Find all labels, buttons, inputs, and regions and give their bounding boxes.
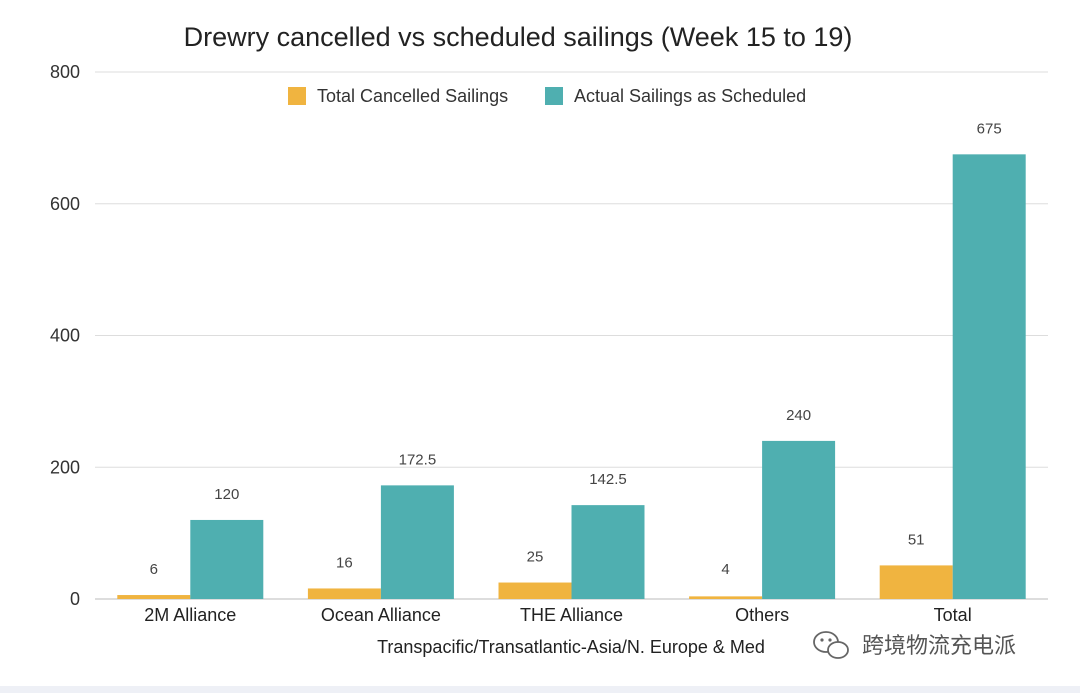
data-label: 16 <box>336 554 353 571</box>
category-label: Total <box>934 605 972 625</box>
bar-scheduled <box>952 154 1026 599</box>
wechat-icon <box>813 631 849 659</box>
watermark-text: 跨境物流充电派 <box>862 634 1016 659</box>
data-label: 25 <box>527 549 544 566</box>
bar-scheduled <box>380 485 454 599</box>
data-label: 4 <box>721 561 729 578</box>
y-tick-label: 200 <box>50 457 80 477</box>
x-axis-label: Transpacific/Transatlantic-Asia/N. Europ… <box>377 637 765 657</box>
bottom-strip <box>0 686 1080 693</box>
bar-cancelled <box>307 588 381 599</box>
bar-scheduled <box>190 519 264 599</box>
data-label: 172.5 <box>399 451 437 468</box>
chart-title: Drewry cancelled vs scheduled sailings (… <box>184 22 853 52</box>
legend-swatch <box>288 87 306 105</box>
bar-cancelled <box>879 565 953 599</box>
category-label: 2M Alliance <box>144 605 236 625</box>
legend-label: Total Cancelled Sailings <box>317 86 508 106</box>
data-label: 51 <box>908 531 925 548</box>
watermark: 跨境物流充电派 <box>813 631 1016 659</box>
category-label: THE Alliance <box>520 605 623 625</box>
legend: Total Cancelled Sailings Actual Sailings … <box>288 86 806 106</box>
y-tick-label: 600 <box>50 194 80 214</box>
category-label: Ocean Alliance <box>321 605 441 625</box>
legend-label: Actual Sailings as Scheduled <box>574 86 806 106</box>
bar-scheduled <box>571 505 645 599</box>
data-label: 120 <box>214 486 239 503</box>
y-tick-label: 0 <box>70 589 80 609</box>
bar-cancelled <box>689 596 763 599</box>
category-label: Others <box>735 605 789 625</box>
bars <box>117 154 1026 599</box>
data-label: 240 <box>786 407 811 424</box>
bar-scheduled <box>762 440 836 599</box>
category-labels: 2M Alliance Ocean Alliance THE Alliance Oth… <box>144 605 971 625</box>
data-label: 142.5 <box>589 471 627 488</box>
y-axis-ticks: 0 200 400 600 800 <box>50 62 80 609</box>
bar-cancelled <box>498 582 572 599</box>
bar-cancelled <box>117 595 191 599</box>
y-tick-label: 400 <box>50 326 80 346</box>
data-label: 6 <box>150 561 158 578</box>
legend-swatch <box>545 87 563 105</box>
data-label: 675 <box>977 120 1002 137</box>
y-tick-label: 800 <box>50 62 80 82</box>
data-labels: 6 120 16 172.5 25 142.5 4 240 51 675 <box>150 120 1002 578</box>
